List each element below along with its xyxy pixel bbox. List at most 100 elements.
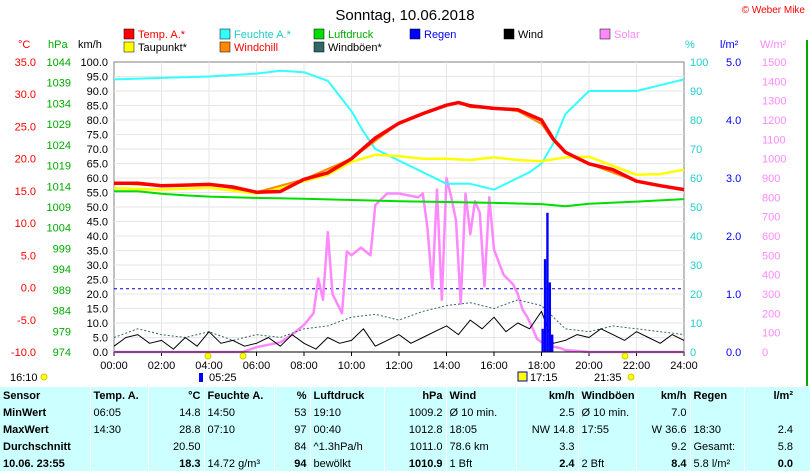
stats-cell: 0.0 [743,455,796,472]
stats-cell: °C [147,387,204,404]
stats-cell: 17:55 [577,421,636,438]
stats-cell [743,404,796,421]
axis-tick-label: 1300 [762,96,786,108]
axis-tick-label: 1100 [762,134,786,146]
stats-cell: % [273,387,310,404]
stats-cell: Temp. A. [89,387,148,404]
legend: Temp. A.* Feuchte A.* Luftdruck Regen Wind So… [123,28,640,54]
legend-label: Windböen* [328,42,383,54]
axis-tick-label: 95.0 [87,72,108,84]
stats-cell [203,438,274,455]
axis-tick-label: 979 [53,326,71,338]
axis-tick-label: 50.0 [87,202,108,214]
stats-row: MaxWert 14:30 28.8 07:10 97 00:40 1012.8 18:05 N… [0,421,796,438]
stats-cell: 53 [273,404,310,421]
series-line-solar [114,176,684,354]
legend-swatch [313,28,325,40]
stats-panel: Sensor Temp. A. °C Feuchte A.% Luftdruck hPa W… [0,386,810,472]
stats-cell: 5.8 l/m² [689,455,744,472]
stats-row: Sensor Temp. A. °C Feuchte A.% Luftdruck hPa W… [0,387,796,404]
stats-cell: 00:40 [309,421,384,438]
legend-label: Luftdruck [328,29,374,41]
sunrise-marker [199,373,203,382]
stats-cell: 1012.8 [383,421,446,438]
axis-tick-label: 1004 [47,223,71,235]
axis-tick-label: 30.0 [15,89,36,101]
legend-label: Regen [424,29,456,41]
axis-tick-label: 1014 [47,181,71,193]
stats-cell: 3.3 [515,438,578,455]
stats-cell: 18:30 [689,421,744,438]
axis-temp: 35.0 30.0 25.0 20.0 15.0 10.0 5.0 0.0 -5.0 -10.0 [11,57,36,359]
axis-tick-label: 70 [690,144,702,156]
axis-tick-label: 15.0 [87,304,108,316]
stats-cell: ^1.3hPa/h [309,438,384,455]
grid [114,62,684,352]
axis-tick-label: 700 [762,212,780,224]
axis-tick-label: 400 [762,270,780,282]
x-tick-label: 10:00 [338,360,366,372]
axis-tick-label: 50 [690,202,702,214]
stats-cell: 97 [273,421,310,438]
axis-tick-label: 1044 [47,57,71,69]
legend-swatch [503,28,515,40]
axis-tick-label: 35.0 [15,57,36,69]
axis-tick-label: 90.0 [87,86,108,98]
stats-cell: NW 14.8 [515,421,578,438]
axis-tick-label: 45.0 [87,217,108,229]
stats-cell: hPa [383,387,446,404]
axis-tick-label: 974 [53,347,71,359]
time-sunrise: 05:25 [209,372,237,384]
axis-tick-label: 300 [762,289,780,301]
axis-tick-label: 1039 [47,78,71,90]
legend-label: Wind [518,29,543,41]
series-line-wind [113,310,685,350]
axis-tick-label: 800 [762,192,780,204]
axis-tick-label: 989 [53,285,71,297]
axis-tick-label: 40.0 [87,231,108,243]
stats-cell: 9.2 [635,438,690,455]
unit-hum: % [685,39,695,51]
axis-tick-label: 5.0 [21,250,36,262]
axis-press: 1044 1039 1034 1029 1024 1019 1014 1009 1004 999 9… [47,57,71,359]
stats-cell [89,438,148,455]
axis-tick-label: 5.0 [93,333,108,345]
axis-tick-label: 25.0 [87,275,108,287]
stats-cell: W 36.6 [635,421,690,438]
axis-tick-label: 35.0 [87,246,108,258]
axis-tick-label: 60.0 [87,173,108,185]
series-layer [113,69,685,354]
legend-swatch [123,41,135,53]
axis-tick-label: 85.0 [87,101,108,113]
axis-tick-label: 1000 [762,154,786,166]
stats-cell [89,455,148,472]
weather-chart: Sonntag, 10.06.2018 © Weber Mike Temp. A… [10,5,808,386]
stats-cell: 1 Bft [445,455,516,472]
series-line-feuchte-a [113,69,685,191]
legend-swatch [219,28,231,40]
axis-tick-label: 500 [762,250,780,262]
x-tick-label: 14:00 [433,360,461,372]
rain-bar [543,259,547,352]
x-tick-label: 18:00 [528,360,556,372]
stats-cell: 18.3 [147,455,204,472]
stats-cell: 14:50 [203,404,274,421]
stats-cell: 1009.2 [383,404,446,421]
stats-cell: Sensor [3,389,41,402]
axis-tick-label: 1024 [47,140,71,152]
stats-table: Sensor Temp. A. °C Feuchte A.% Luftdruck hPa W… [0,387,796,472]
axis-tick-label: 0.0 [21,283,36,295]
noon-marker-icon [517,371,528,382]
stats-cell: km/h [515,387,578,404]
chart-title: Sonntag, 10.06.2018 [335,7,474,24]
stats-cell: Ø 10 min. [577,404,636,421]
stats-cell: 06:05 [89,404,148,421]
stats-cell: Windböen [577,387,636,404]
axis-tick-label: 15.0 [15,186,36,198]
axis-tick-label: -5.0 [17,315,36,327]
axis-tick-label: 40 [690,231,702,243]
rain-bar [546,212,549,352]
stats-cell: Luftdruck [309,387,384,404]
axis-tick-label: 80 [690,115,702,127]
